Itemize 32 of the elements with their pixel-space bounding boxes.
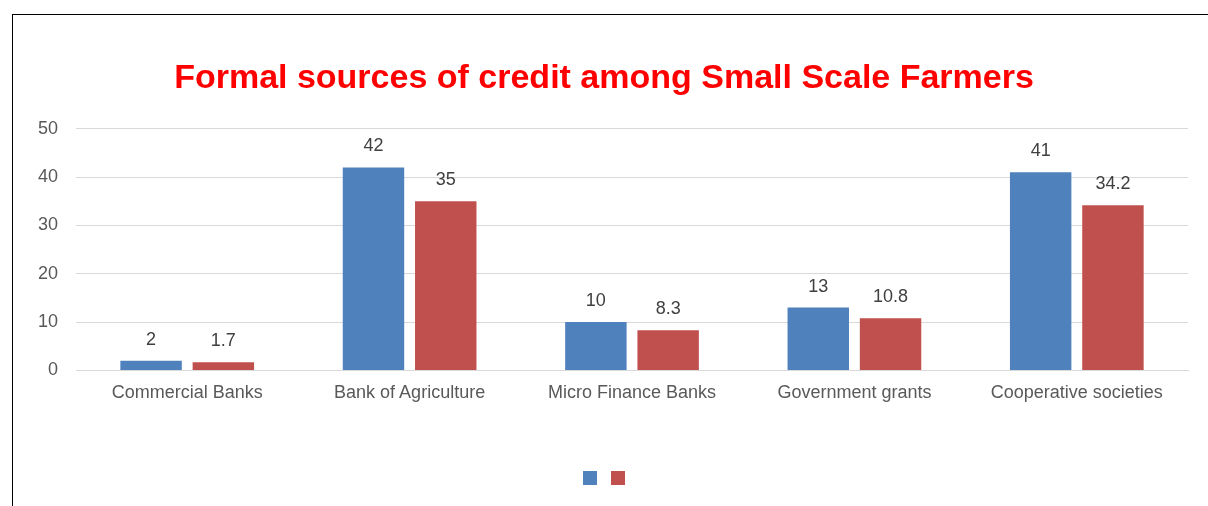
bar [565,322,627,370]
data-label: 8.3 [655,298,681,319]
bar [1009,172,1072,370]
data-label: 35 [435,169,456,190]
y-tick-label: 10 [37,311,59,332]
y-tick-label: 30 [37,214,59,235]
chart-title: Formal sources of credit among Small Scale Farmers [174,56,1034,95]
bar [192,362,255,370]
x-tick-label: Government grants [777,382,932,403]
x-tick-label: Commercial Banks [111,382,263,403]
x-tick-label: Bank of Agriculture [334,382,486,403]
bar [859,318,922,370]
bar [1082,205,1144,370]
data-label: 10.8 [873,286,909,307]
y-tick-label: 0 [48,359,59,380]
data-label: 13 [808,275,829,296]
x-tick-label: Cooperative societies [990,382,1163,403]
y-tick-label: 40 [37,166,59,187]
y-tick-label: 50 [37,117,59,138]
data-label: 42 [363,135,384,156]
data-label: 10 [585,290,606,311]
data-label: 1.7 [210,330,236,351]
bar [415,201,477,370]
bar [120,360,182,370]
data-label: 41 [1030,140,1051,161]
y-tick-label: 20 [37,262,59,283]
data-label: 34.2 [1095,173,1131,194]
bar [787,307,849,370]
x-tick-label: Micro Finance Banks [547,382,717,403]
data-label: 2 [146,328,157,349]
bar [637,330,699,370]
bar [342,167,405,370]
